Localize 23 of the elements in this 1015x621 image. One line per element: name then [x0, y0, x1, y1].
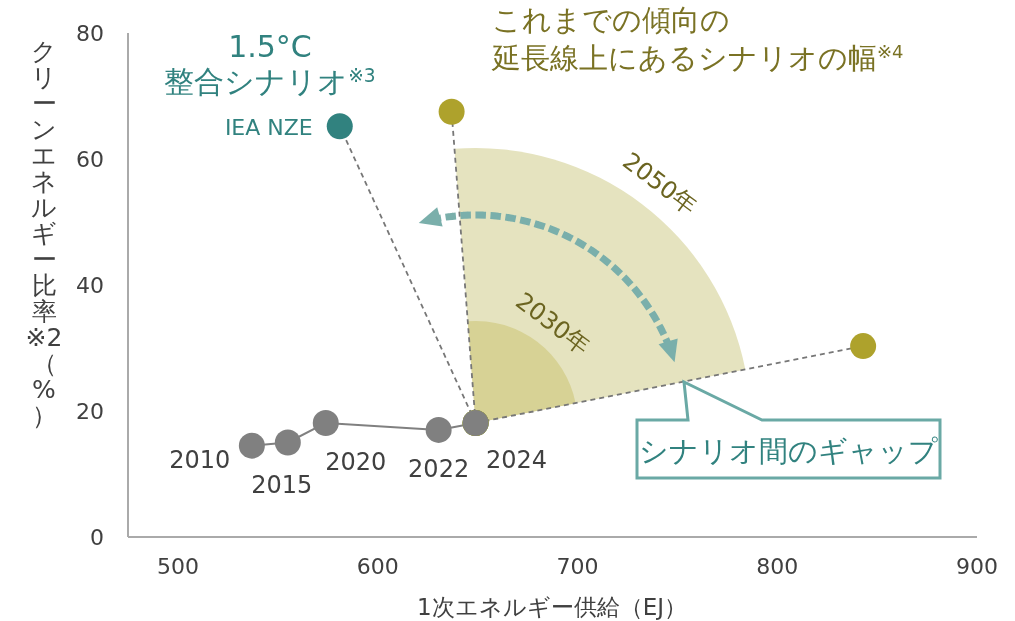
x-tick-label: 500	[156, 554, 199, 579]
y-tick-label: 60	[76, 147, 104, 172]
x-tick-label: 900	[956, 554, 998, 579]
annotation: 整合シナリオ$^{※3}$	[164, 64, 376, 99]
annotation: 2015	[251, 470, 313, 499]
x-tick-label: 700	[556, 554, 599, 579]
x-tick-label: 800	[756, 554, 799, 579]
annotation: 2022	[408, 454, 470, 483]
y-tick-label: 40	[76, 273, 104, 298]
annotation: シナリオ間のギャップ	[638, 434, 938, 468]
text: クリーンエネルギー比率※2（%）	[25, 37, 63, 430]
y-tick-label: 20	[76, 399, 104, 424]
y-tick-label: 0	[90, 525, 104, 550]
series-label: IEA NZE	[224, 115, 313, 141]
x-axis-title: 1次エネルギー供給（EJ）	[417, 594, 687, 620]
y-tick-label: 80	[76, 21, 104, 46]
x-tick-label: 600	[356, 554, 399, 579]
annotation: 1.5°C	[228, 29, 312, 64]
annotation: 2024	[486, 445, 548, 474]
annotation: これまでの傾向の	[492, 3, 730, 37]
annotation: 延長線上にあるシナリオの幅$^{※4}$	[491, 40, 904, 75]
annotation: 2010	[169, 445, 231, 474]
annotation: 2020	[325, 447, 387, 476]
